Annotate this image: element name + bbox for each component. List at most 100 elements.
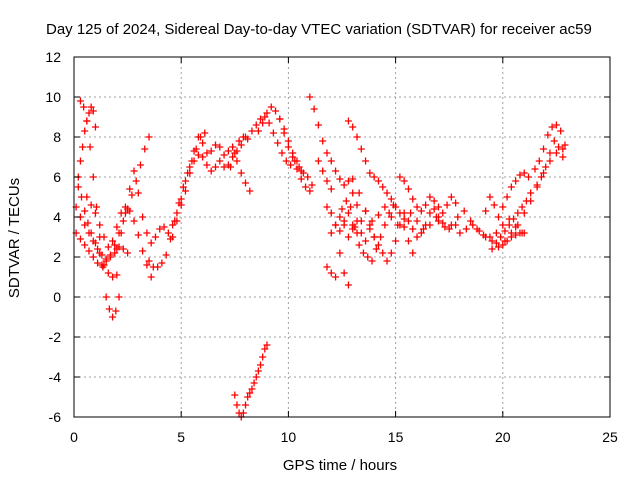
y-tick-label: 8 [53, 129, 61, 145]
data-point [443, 201, 451, 209]
y-tick-label: 0 [53, 289, 61, 305]
data-point [488, 245, 496, 253]
data-point [231, 149, 239, 157]
data-point [533, 181, 541, 189]
data-point [203, 149, 211, 157]
data-point [102, 293, 110, 301]
data-point [381, 203, 389, 211]
data-point [503, 193, 511, 201]
series-track-3 [76, 97, 123, 321]
data-point [76, 235, 84, 243]
data-point [527, 189, 535, 197]
y-axis-label: SDTVAR / TECUs [6, 178, 23, 298]
data-point [349, 175, 357, 183]
data-point [244, 135, 252, 143]
data-point [520, 229, 528, 237]
data-point [220, 151, 228, 159]
data-point [355, 241, 363, 249]
data-point [201, 129, 209, 137]
data-point [186, 163, 194, 171]
data-point [207, 167, 215, 175]
data-point [548, 123, 556, 131]
data-point [126, 207, 134, 215]
data-point [400, 223, 408, 231]
data-point [173, 217, 181, 225]
data-point [323, 149, 331, 157]
data-point [304, 173, 312, 181]
data-point [314, 121, 322, 129]
data-point [340, 221, 348, 229]
data-point [143, 261, 151, 269]
data-point [257, 115, 265, 123]
series-track-12 [231, 341, 271, 421]
data-point [535, 157, 543, 165]
data-point [460, 207, 468, 215]
data-point [404, 237, 412, 245]
data-point [357, 229, 365, 237]
data-point [132, 177, 140, 185]
data-point [91, 123, 99, 131]
data-point [87, 103, 95, 111]
series-track-28 [488, 189, 535, 253]
data-point [383, 189, 391, 197]
y-tick-label: -6 [49, 409, 62, 425]
data-point [342, 197, 350, 205]
data-point [282, 157, 290, 165]
data-point [267, 103, 275, 111]
data-point [544, 131, 552, 139]
series-track-24 [396, 173, 460, 217]
data-point [540, 145, 548, 153]
y-tick-label: -2 [49, 329, 62, 345]
data-point [456, 229, 464, 237]
data-point [353, 201, 361, 209]
data-point [274, 139, 282, 147]
data-point [531, 165, 539, 173]
data-point [94, 245, 102, 253]
data-point [261, 345, 269, 353]
data-point [254, 367, 262, 375]
data-point [404, 217, 412, 225]
data-point [537, 173, 545, 181]
data-point [327, 269, 335, 277]
data-point [310, 105, 318, 113]
data-point [250, 379, 258, 387]
data-point [359, 249, 367, 257]
data-point [505, 221, 513, 229]
data-point [546, 157, 554, 165]
series-track-17 [323, 249, 352, 289]
data-point [81, 127, 89, 135]
data-point [434, 203, 442, 211]
data-point [287, 161, 295, 169]
data-point [490, 201, 498, 209]
grid [74, 57, 610, 417]
data-point [512, 231, 520, 239]
data-point [284, 143, 292, 151]
series-track-29 [499, 229, 528, 249]
data-point [387, 213, 395, 221]
data-point [383, 257, 391, 265]
data-point [261, 113, 269, 121]
data-point [160, 223, 168, 231]
data-point [85, 109, 93, 117]
data-point [81, 241, 89, 249]
data-point [98, 261, 106, 269]
data-point [239, 133, 247, 141]
data-point [323, 177, 331, 185]
data-point [419, 225, 427, 233]
data-point [100, 233, 108, 241]
data-point [111, 241, 119, 249]
data-point [323, 203, 331, 211]
data-point [147, 239, 155, 247]
data-point [158, 259, 166, 267]
data-point [332, 221, 340, 229]
data-point [387, 195, 395, 203]
data-point [392, 237, 400, 245]
data-point [379, 183, 387, 191]
data-point [323, 263, 331, 271]
data-point [439, 209, 447, 217]
data-point [244, 393, 252, 401]
data-point [227, 163, 235, 171]
data-point [447, 221, 455, 229]
data-point [507, 183, 515, 191]
data-point [400, 215, 408, 223]
